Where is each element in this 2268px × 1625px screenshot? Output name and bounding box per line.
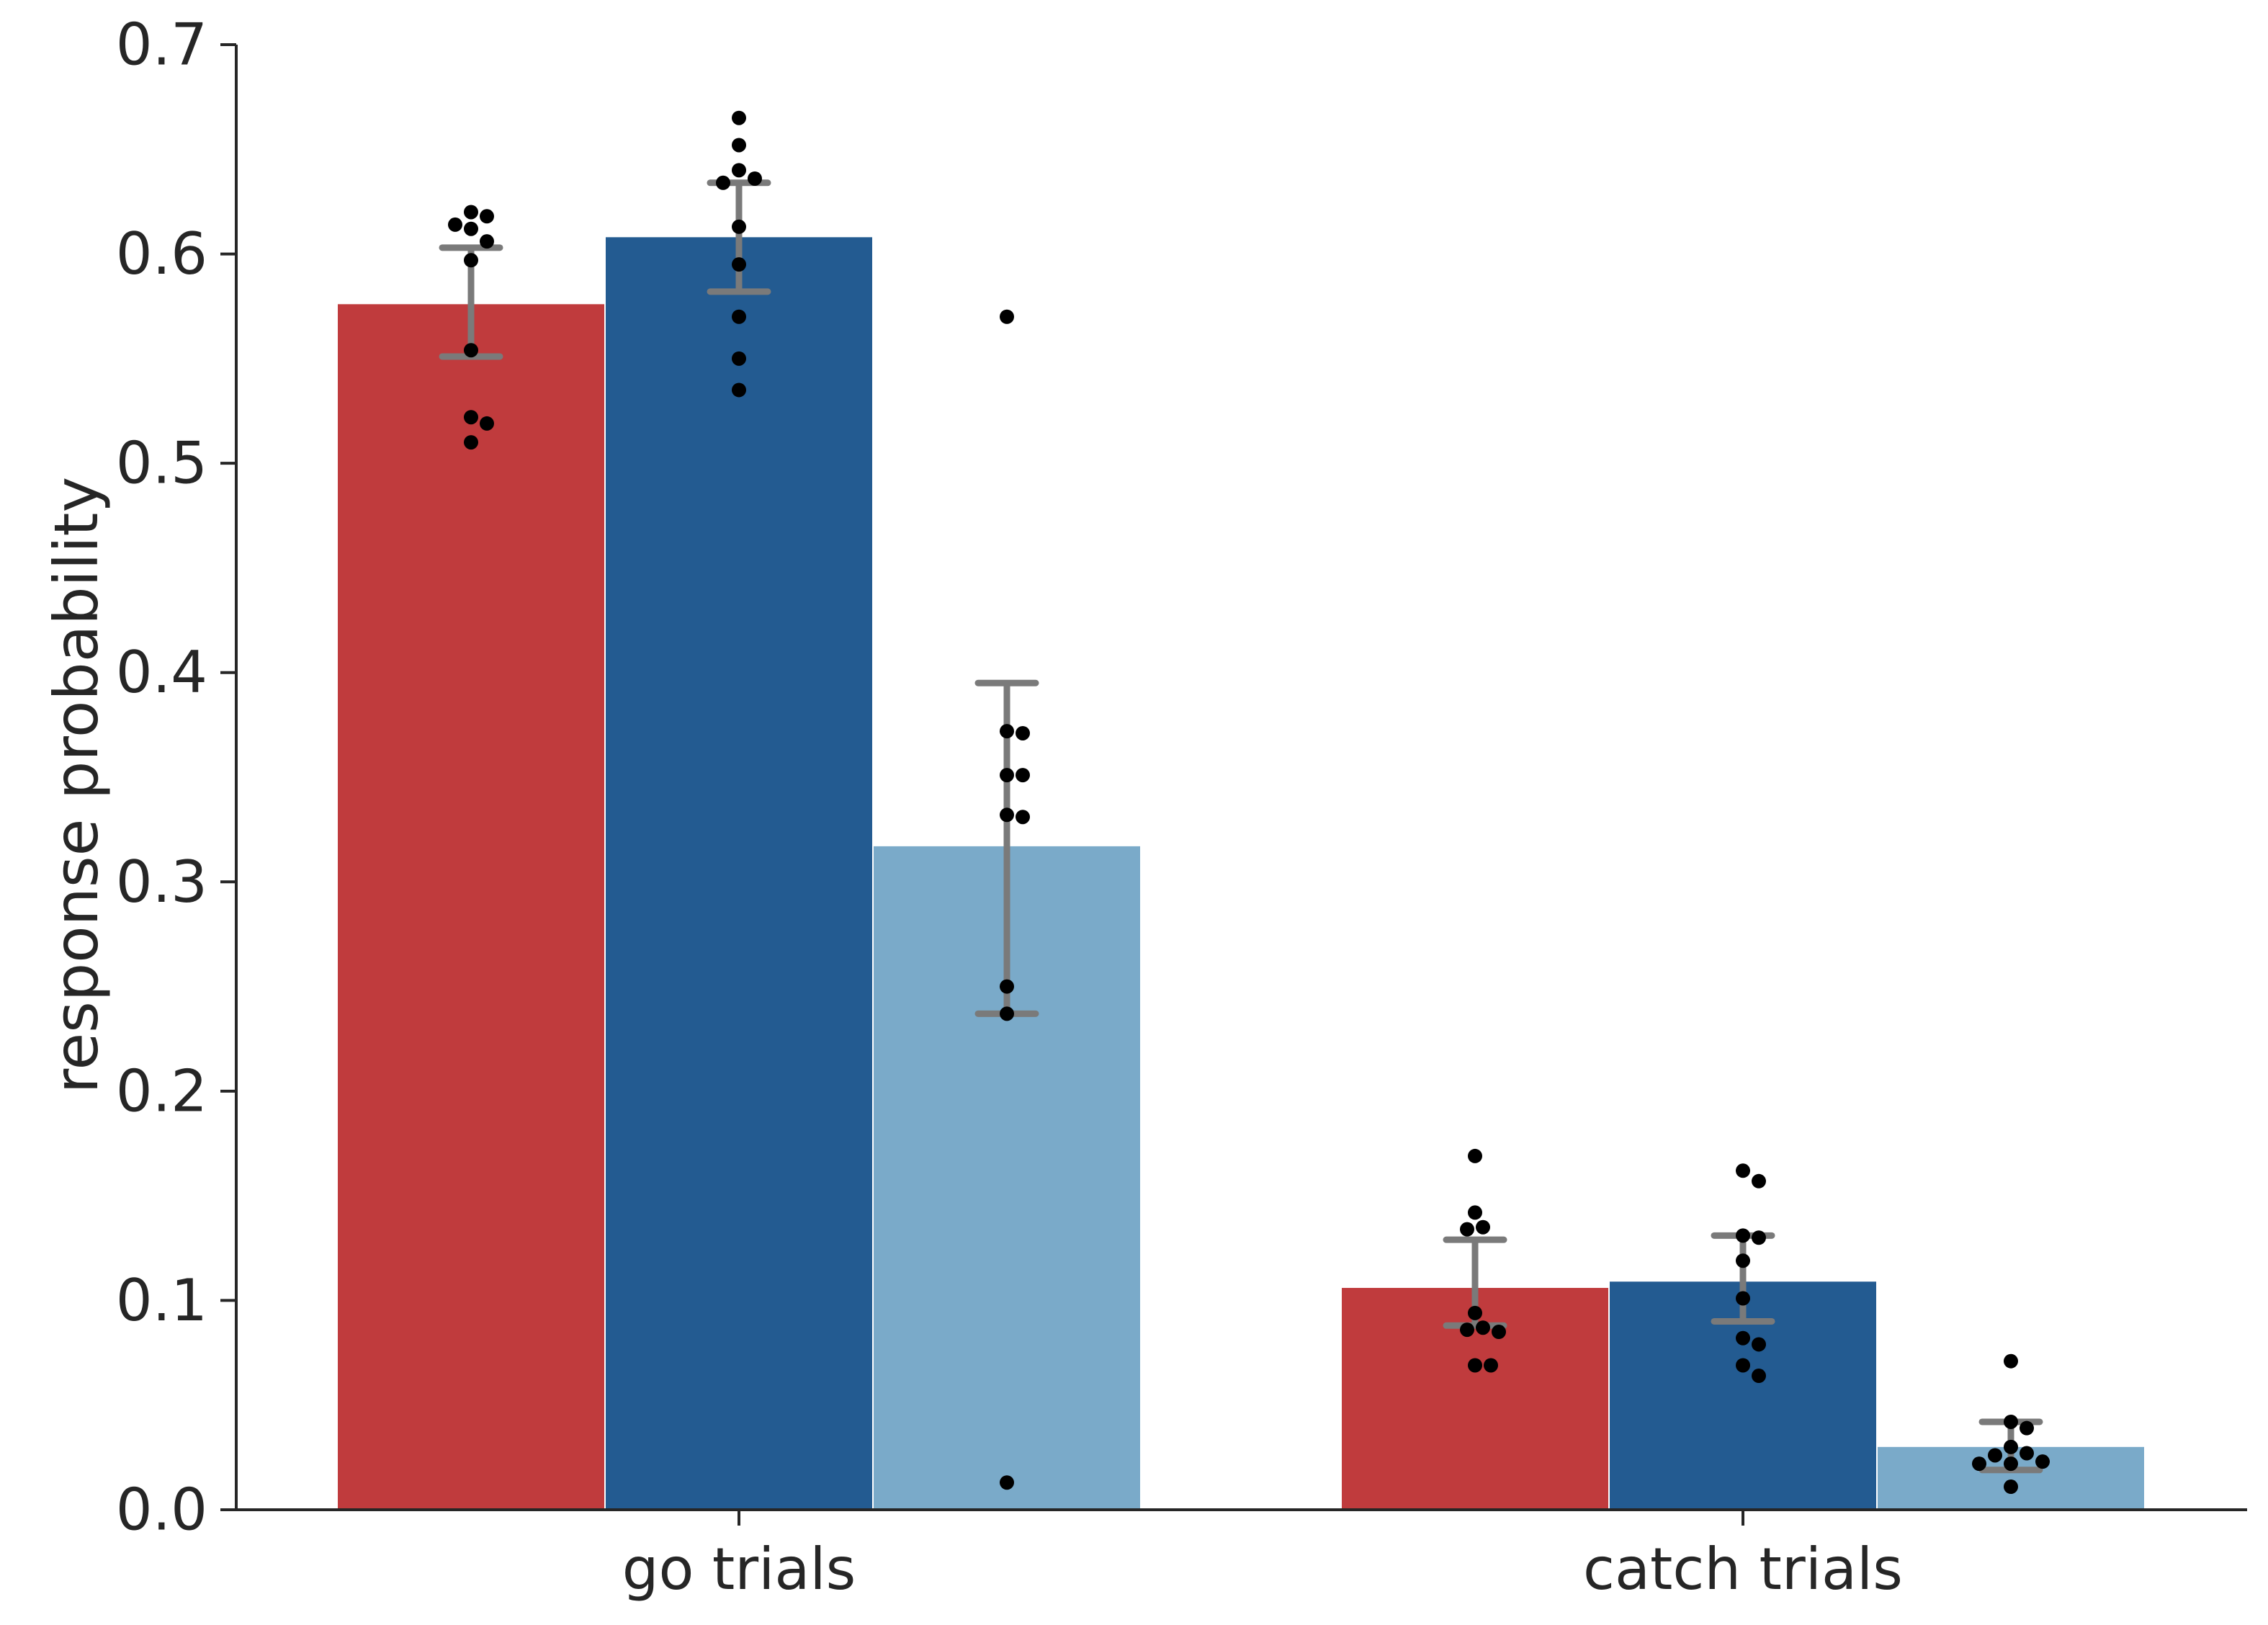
data-point [1476,1219,1490,1235]
data-point [480,234,494,249]
data-point [1000,979,1014,994]
data-point [1752,1230,1766,1245]
data-point [1000,807,1014,823]
data-point [448,217,462,232]
bars-layer [338,237,2144,1510]
data-point [1736,1330,1750,1346]
data-point [2004,1479,2018,1495]
data-point [480,416,494,431]
y-tick-label: 0.4 [116,639,207,706]
data-point [1000,768,1014,783]
data-point [732,138,746,153]
data-point [732,309,746,324]
data-point [464,221,478,236]
data-point [2004,1353,2018,1369]
data-point [1468,1305,1482,1320]
data-point [1736,1291,1750,1306]
bar [606,237,872,1510]
data-point [732,163,746,178]
data-point [716,175,730,190]
data-point [2035,1454,2050,1469]
data-point [1972,1456,1986,1472]
points-layer [448,110,2050,1495]
data-point [2020,1446,2034,1461]
data-point [1752,1369,1766,1384]
data-point [748,171,762,186]
data-point [464,435,478,450]
y-tick-label: 0.3 [116,849,207,916]
data-point [732,219,746,234]
data-point [1468,1205,1482,1220]
data-point [732,382,746,398]
data-point [1000,724,1014,739]
data-point [1460,1322,1474,1338]
data-point [464,253,478,268]
data-point [480,209,494,224]
y-tick-label: 0.1 [116,1267,207,1334]
data-point [1736,1163,1750,1178]
data-point [1484,1358,1498,1373]
data-point [732,257,746,272]
data-point [1468,1148,1482,1163]
data-point [1016,725,1030,740]
axes: 0.0 0.1 0.2 0.3 0.4 0.5 0.6 0.7 go trials catch t… [116,12,2247,1603]
data-point [1016,810,1030,825]
data-point [464,343,478,358]
x-tick-label: catch trials [1583,1536,1903,1603]
y-tick-label: 0.0 [116,1477,207,1544]
data-point [1016,768,1030,783]
data-point [1736,1358,1750,1373]
data-point [1492,1325,1506,1340]
data-point [1000,1475,1014,1490]
data-point [732,351,746,366]
data-point [1752,1337,1766,1352]
bar [338,304,604,1510]
x-tick-label: go trials [622,1536,856,1603]
y-axis-label: response probability [41,477,112,1093]
data-point [732,110,746,125]
data-point [2004,1439,2018,1454]
y-tick-label: 0.2 [116,1057,207,1124]
data-point [1000,309,1014,324]
data-point [2004,1456,2018,1472]
y-tick-label: 0.7 [116,12,207,79]
data-point [1736,1228,1750,1243]
data-point [1000,1006,1014,1021]
data-point [2020,1420,2034,1436]
data-point [2004,1414,2018,1429]
y-tick-label: 0.5 [116,430,207,497]
data-point [1752,1173,1766,1188]
data-point [1460,1222,1474,1237]
data-point [1988,1448,2002,1463]
data-point [464,205,478,220]
data-point [1476,1320,1490,1335]
data-point [1736,1253,1750,1268]
data-point [464,410,478,425]
data-point [1468,1358,1482,1373]
y-tick-label: 0.6 [116,220,207,287]
